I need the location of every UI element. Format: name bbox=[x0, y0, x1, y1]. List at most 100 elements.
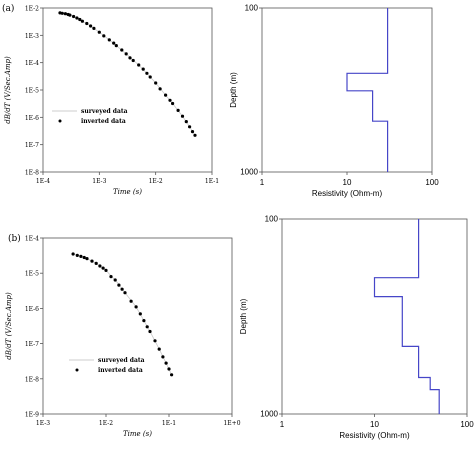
data-point bbox=[75, 253, 79, 257]
data-point bbox=[153, 339, 157, 343]
legend-dot-marker bbox=[75, 368, 79, 372]
x-axis-label: Resistivity (Ohm-m) bbox=[312, 189, 383, 198]
data-point bbox=[90, 259, 94, 263]
plot-frame bbox=[281, 218, 468, 415]
y-axis-label: dB/dT (V/Sec.Amp) bbox=[5, 292, 13, 360]
data-point bbox=[131, 58, 135, 63]
data-point bbox=[75, 16, 79, 20]
y-axis-label: Depth (m) bbox=[229, 72, 238, 108]
panel-label-a: (a) bbox=[2, 3, 14, 14]
data-point bbox=[184, 120, 188, 124]
x-tick-label: 10 bbox=[343, 178, 352, 187]
data-point bbox=[193, 133, 197, 137]
x-tick-label: 1E-2 bbox=[99, 420, 113, 427]
panel-label-b: (b) bbox=[8, 233, 21, 244]
data-point bbox=[82, 255, 86, 260]
data-point bbox=[170, 373, 174, 377]
data-point bbox=[109, 275, 113, 279]
data-point bbox=[142, 319, 146, 323]
x-axis-label: Resistivity (Ohm-m) bbox=[339, 431, 410, 440]
x-tick-label: 100 bbox=[460, 420, 474, 429]
data-point bbox=[60, 11, 64, 15]
data-point bbox=[123, 291, 127, 295]
data-point bbox=[120, 287, 124, 291]
y-tick-label: 1E-4 bbox=[25, 236, 39, 243]
resistivity-chart-b: 1 10 100 100 1000 Resistivity (Ohm-m) Depth (m… bbox=[239, 215, 474, 441]
y-tick-label: 1E-9 bbox=[25, 412, 39, 419]
data-point bbox=[161, 355, 165, 359]
y-tick-label: 1E-4 bbox=[25, 60, 39, 67]
data-point bbox=[85, 21, 89, 26]
data-point bbox=[114, 44, 118, 48]
data-point bbox=[71, 252, 75, 256]
data-point bbox=[85, 257, 89, 261]
y-tick-label: 1E-5 bbox=[25, 271, 39, 278]
data-point bbox=[72, 14, 76, 19]
y-tick-label: 1E-8 bbox=[25, 376, 39, 383]
x-tick-label: 100 bbox=[425, 178, 439, 187]
y-tick-label: 1E-5 bbox=[25, 88, 39, 95]
data-point bbox=[148, 329, 152, 334]
data-point bbox=[145, 71, 149, 75]
data-point bbox=[164, 93, 168, 97]
x-tick-label: 1E-3 bbox=[36, 420, 50, 427]
legend-label: inverted data bbox=[98, 367, 143, 374]
data-point bbox=[117, 283, 121, 287]
y-tick-label: 1000 bbox=[260, 410, 278, 419]
data-point bbox=[102, 34, 106, 38]
resistivity-chart-a: 1 10 100 100 1000 Resistivity (Ohm-m) Depth (m… bbox=[229, 4, 439, 199]
data-point bbox=[176, 108, 180, 112]
y-tick-label: 1E-3 bbox=[25, 33, 39, 40]
decay-chart-a: 1E-4 1E-3 1E-2 1E-1 1E-2 1E-3 1E-4 1E-5 1E-6 1E-7… bbox=[4, 6, 219, 197]
data-point bbox=[80, 19, 84, 23]
plot-frame bbox=[42, 237, 233, 415]
y-tick-label: 1E-7 bbox=[25, 341, 39, 348]
x-tick-label: 1 bbox=[280, 420, 285, 429]
data-point bbox=[78, 17, 82, 22]
x-axis-label: Time (s) bbox=[123, 430, 152, 438]
x-tick-label: 1 bbox=[260, 178, 265, 187]
legend-label: inverted data bbox=[81, 118, 126, 125]
data-point bbox=[138, 312, 142, 316]
y-tick-label: 100 bbox=[265, 215, 279, 224]
data-point bbox=[188, 125, 192, 129]
y-tick-label: 1000 bbox=[240, 168, 258, 177]
y-axis-label: dB/dT (V/Sec.Amp) bbox=[4, 56, 12, 124]
data-point bbox=[145, 325, 149, 329]
data-point bbox=[104, 268, 108, 272]
x-tick-label: 10 bbox=[370, 420, 379, 429]
data-point bbox=[63, 12, 67, 16]
data-point bbox=[190, 130, 195, 134]
x-tick-label: 1E-3 bbox=[92, 178, 106, 185]
legend-label: surveyed data bbox=[98, 357, 145, 364]
y-tick-label: 1E-2 bbox=[25, 6, 39, 13]
y-tick-label: 1E-8 bbox=[25, 170, 39, 177]
y-tick-label: 100 bbox=[245, 4, 259, 13]
data-point bbox=[124, 52, 128, 56]
data-point bbox=[120, 48, 124, 52]
data-point bbox=[68, 13, 72, 17]
data-point bbox=[112, 41, 116, 45]
decay-chart-b: 1E-3 1E-2 1E-1 1E+0 1E-4 1E-5 1E-6 1E-7 1E-8 1E-9… bbox=[5, 236, 241, 439]
data-point bbox=[113, 278, 117, 282]
data-point bbox=[141, 67, 145, 71]
x-tick-label: 1E+0 bbox=[223, 420, 240, 427]
resistivity-profile-line bbox=[373, 219, 440, 414]
data-point bbox=[154, 81, 158, 85]
data-point bbox=[148, 75, 152, 79]
x-tick-label: 1E-1 bbox=[205, 178, 219, 185]
x-axis-label: Time (s) bbox=[113, 188, 142, 196]
surveyed-line bbox=[59, 12, 196, 136]
x-tick-label: 1E-4 bbox=[36, 178, 50, 185]
x-tick-label: 1E-2 bbox=[149, 178, 163, 185]
data-point bbox=[134, 305, 138, 309]
data-point bbox=[167, 367, 171, 371]
data-point bbox=[79, 254, 83, 258]
data-point bbox=[89, 24, 93, 28]
data-point bbox=[168, 98, 172, 102]
data-point bbox=[97, 30, 101, 34]
data-point bbox=[107, 38, 111, 42]
data-point bbox=[158, 87, 162, 91]
plot-frame bbox=[42, 7, 213, 173]
